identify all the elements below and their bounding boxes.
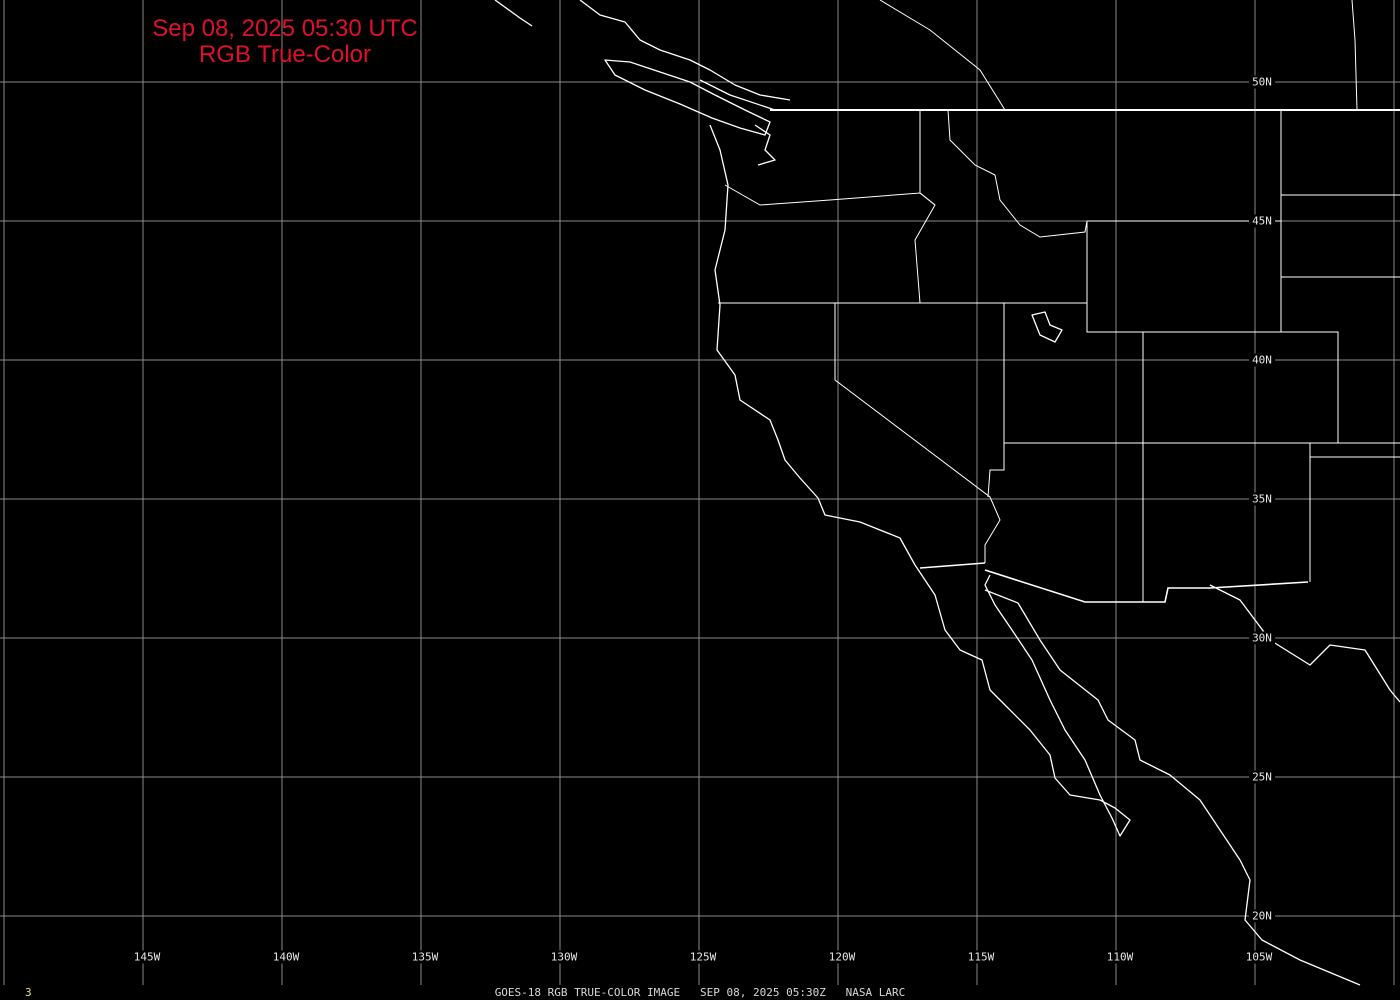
coastline-gulf-of-mexico [1209, 584, 1400, 703]
latitude-label: 30N [1249, 631, 1275, 645]
frame-number: 3 [25, 986, 32, 999]
longitude-label: 140W [272, 950, 300, 964]
latitude-label: 40N [1249, 353, 1275, 367]
latitude-label: 25N [1249, 770, 1275, 784]
longitude-label: 105W [1245, 950, 1273, 964]
coastline-mexico-mainland [984, 589, 1361, 986]
coastline-us-west [709, 124, 1131, 837]
border-utah-idaho-wyoming [1086, 221, 1339, 443]
footer-caption: GOES-18 RGB TRUE-COLOR IMAGE SEP 08, 202… [494, 986, 906, 999]
longitude-label: 115W [967, 950, 995, 964]
border-washington-oregon [724, 184, 936, 206]
latitude-label: 20N [1249, 909, 1275, 923]
border-idaho-west [914, 110, 936, 304]
border-california-nevada [834, 303, 1001, 563]
longitude-label: 110W [1106, 950, 1134, 964]
border-nevada-east [987, 303, 1005, 498]
longitude-label: 130W [550, 950, 578, 964]
coastline-bc-inlets [494, 0, 791, 111]
border-canada-provinces [879, 0, 1358, 111]
map-datetime: Sep 08, 2025 05:30 UTC [152, 15, 418, 42]
latitude-label: 45N [1249, 214, 1275, 228]
latitude-label: 35N [1249, 492, 1275, 506]
map-product: RGB True-Color [198, 41, 372, 68]
border-four-corners [1004, 332, 1400, 602]
longitude-label: 120W [828, 950, 856, 964]
coastline-puget-sound [754, 124, 776, 166]
longitude-label: 145W [133, 950, 161, 964]
coastline-vancouver-island [604, 59, 771, 136]
latitude-label: 50N [1249, 75, 1275, 89]
longitude-label: 135W [411, 950, 439, 964]
border-us-mexico [919, 562, 1309, 603]
longitude-label: 125W [689, 950, 717, 964]
great-salt-lake [1031, 311, 1063, 343]
border-dakotas [1281, 194, 1400, 278]
border-montana-idaho [947, 109, 1088, 238]
